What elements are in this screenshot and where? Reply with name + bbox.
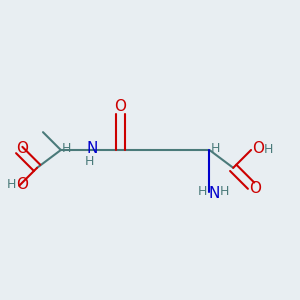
Text: H: H (211, 142, 220, 155)
Text: O: O (250, 181, 262, 196)
Text: H: H (7, 178, 16, 191)
Text: H: H (62, 142, 71, 155)
Text: H: H (264, 142, 274, 156)
Text: O: O (253, 141, 265, 156)
Text: H: H (197, 185, 207, 198)
Text: O: O (16, 141, 28, 156)
Text: O: O (114, 99, 126, 114)
Text: O: O (16, 177, 28, 192)
Text: H: H (84, 155, 94, 168)
Text: H: H (220, 185, 229, 198)
Text: N: N (208, 186, 220, 201)
Text: N: N (86, 141, 98, 156)
